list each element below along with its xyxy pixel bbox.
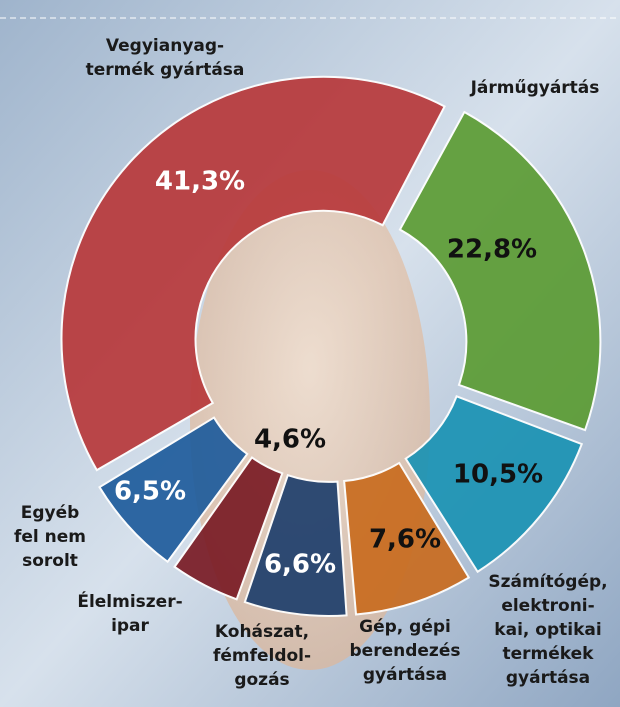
value-label: 4,6% [254, 425, 326, 455]
value-label: 22,8% [447, 235, 537, 265]
category-label: Számítógép, [488, 572, 607, 592]
category-label: kai, optikai [494, 620, 601, 640]
category-label: Élelmiszer- [77, 590, 182, 612]
value-label: 7,6% [369, 525, 441, 555]
category-label: elektroni- [501, 596, 594, 616]
value-label: 10,5% [453, 460, 543, 490]
category-label: berendezés [350, 641, 461, 661]
value-label: 41,3% [155, 167, 245, 197]
category-label: Kohászat, [215, 622, 309, 642]
category-label: sorolt [22, 551, 78, 571]
category-label: Egyéb [21, 503, 80, 523]
category-label: gyártása [506, 668, 590, 688]
value-label: 6,6% [264, 550, 336, 580]
chart: 41,3% Vegyianyag-termék gyártása 22,8% Járm… [0, 0, 620, 707]
category-label: termékek [503, 644, 595, 664]
category-label: fel nem [14, 527, 86, 547]
category-label: gyártása [363, 665, 447, 685]
category-label: gozás [234, 670, 289, 690]
category-label: fémfeldol- [213, 646, 311, 666]
value-label: 6,5% [114, 477, 186, 507]
category-label: Gép, gépi [359, 617, 451, 637]
category-label: termék gyártása [86, 60, 245, 80]
category-label: Járműgyártás [470, 78, 600, 98]
category-label: ipar [111, 616, 149, 636]
category-label: Vegyianyag- [106, 36, 224, 56]
